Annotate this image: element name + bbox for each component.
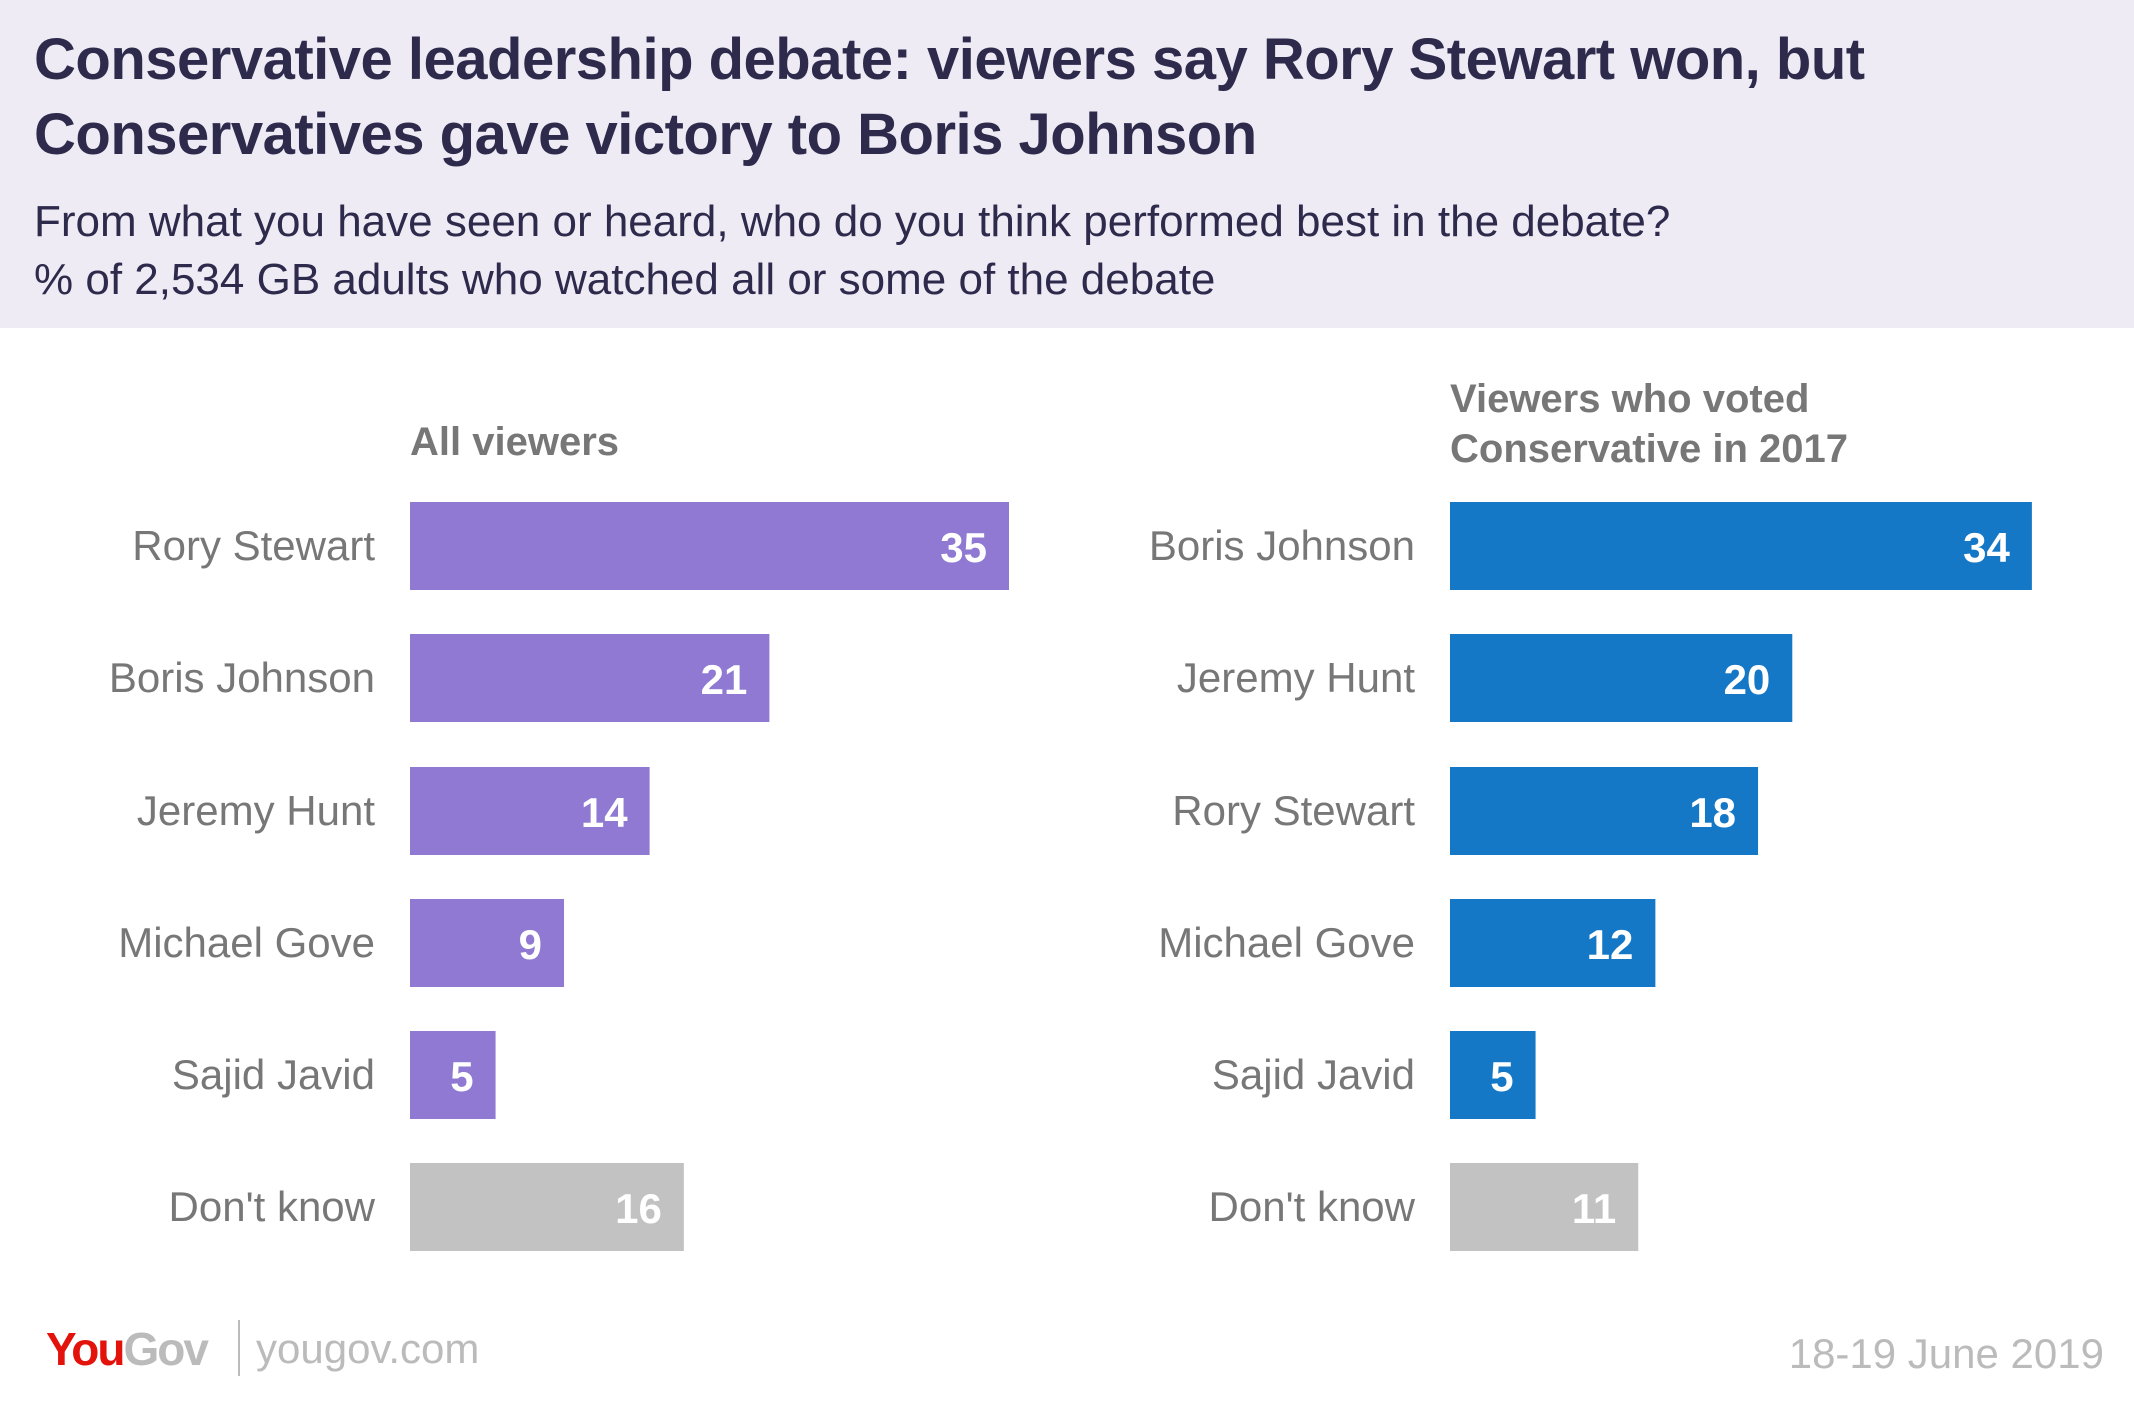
data-label: 14	[581, 789, 628, 836]
bar-group-all-viewers: Boris Johnson 21	[109, 634, 770, 722]
category-label: Rory Stewart	[1172, 787, 1415, 834]
bar-group-conservative-viewers: Rory Stewart 18	[1172, 767, 1759, 855]
bar	[410, 899, 565, 987]
bar	[410, 767, 650, 855]
footer-divider	[238, 1320, 240, 1376]
bar-group-all-viewers: Jeremy Hunt 14	[137, 767, 650, 855]
category-label: Jeremy Hunt	[1177, 654, 1415, 701]
bar-group-all-viewers: Don't know 16	[169, 1163, 684, 1251]
bar-group-conservative-viewers: Michael Gove 12	[1158, 899, 1656, 987]
header-band: Conservative leadership debate: viewers …	[0, 0, 2134, 328]
bar	[1450, 1031, 1536, 1119]
bar-group-conservative-viewers: Boris Johnson 34	[1149, 502, 2032, 590]
subtitle-base: % of 2,534 GB adults who watched all or …	[34, 255, 1216, 304]
logo-you: You	[46, 1323, 125, 1375]
bar	[1450, 899, 1656, 987]
subtitle-question: From what you have seen or heard, who do…	[34, 197, 1671, 246]
category-label: Don't know	[169, 1183, 376, 1230]
data-label: 18	[1689, 789, 1736, 836]
category-label: Michael Gove	[1158, 919, 1415, 966]
category-label: Sajid Javid	[172, 1051, 375, 1098]
data-label: 16	[615, 1185, 662, 1232]
data-label: 5	[450, 1053, 473, 1100]
data-label: 9	[519, 921, 542, 968]
bar-group-all-viewers: Rory Stewart 35	[132, 502, 1009, 590]
bar-group-conservative-viewers: Don't know 11	[1209, 1163, 1639, 1251]
bar	[410, 1163, 684, 1251]
panel-title-all-viewers: All viewers	[410, 420, 620, 464]
data-label: 20	[1724, 656, 1771, 703]
data-label: 12	[1587, 921, 1634, 968]
bar	[410, 634, 770, 722]
category-label: Sajid Javid	[1212, 1051, 1415, 1098]
data-label: 35	[940, 524, 987, 571]
bar	[1450, 634, 1793, 722]
bar-group-all-viewers: Michael Gove 9	[118, 899, 565, 987]
bar-group-conservative-viewers: Jeremy Hunt 20	[1177, 634, 1793, 722]
category-label: Don't know	[1209, 1183, 1416, 1230]
logo-gov: Gov	[123, 1323, 208, 1375]
category-label: Jeremy Hunt	[137, 787, 375, 834]
category-label: Michael Gove	[118, 919, 375, 966]
bar	[1450, 502, 2032, 590]
footer-url[interactable]: yougov.com	[256, 1325, 480, 1372]
footer-date: 18-19 June 2019	[1788, 1330, 2104, 1377]
chart-subtitle: From what you have seen or heard, who do…	[34, 193, 2114, 309]
bar	[1450, 1163, 1639, 1251]
chart-title: Conservative leadership debate: viewers …	[34, 27, 1865, 167]
bar-group-all-viewers: Sajid Javid 5	[172, 1031, 496, 1119]
bar	[410, 502, 1009, 590]
category-label: Boris Johnson	[1149, 522, 1415, 569]
panel-title-conservative-viewers: Viewers who voted Conservative in 2017	[1450, 377, 1848, 471]
bar-group-conservative-viewers: Sajid Javid 5	[1212, 1031, 1536, 1119]
data-label: 5	[1490, 1053, 1513, 1100]
data-label: 34	[1963, 524, 2010, 571]
category-label: Rory Stewart	[132, 522, 375, 569]
bar	[410, 1031, 496, 1119]
category-label: Boris Johnson	[109, 654, 375, 701]
yougov-logo: YouGov	[46, 1322, 209, 1376]
data-label: 21	[701, 656, 748, 703]
bar	[1450, 767, 1759, 855]
data-label: 11	[1572, 1185, 1616, 1232]
